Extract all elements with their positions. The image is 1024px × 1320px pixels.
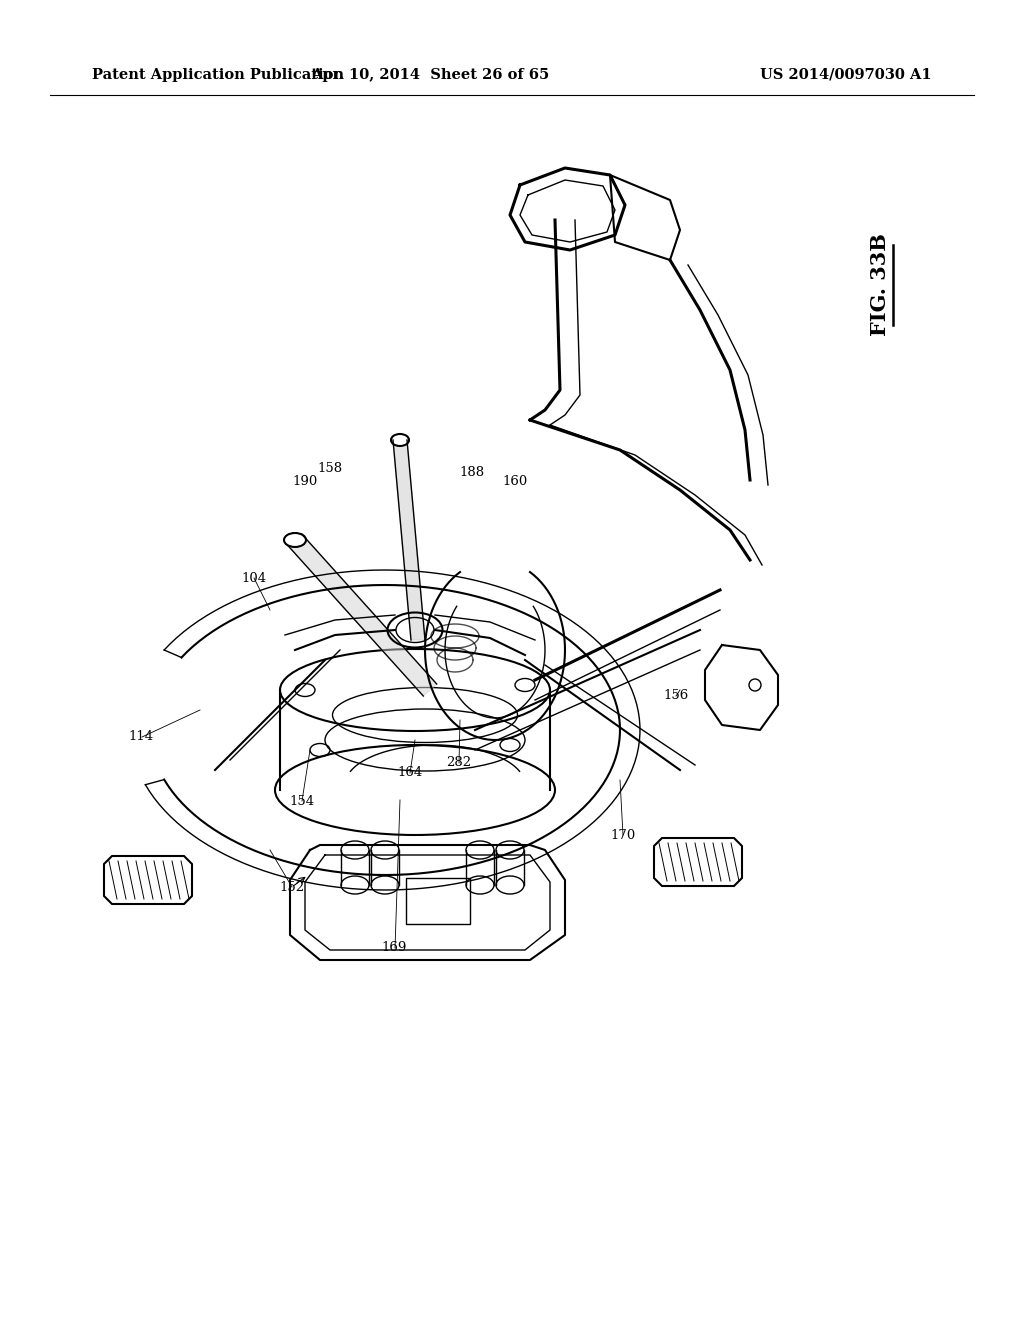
Ellipse shape [391,434,409,446]
Text: Apr. 10, 2014  Sheet 26 of 65: Apr. 10, 2014 Sheet 26 of 65 [311,69,549,82]
Text: 104: 104 [242,572,266,585]
Text: 114: 114 [129,730,154,743]
Text: 164: 164 [397,766,422,779]
Text: 282: 282 [446,756,471,770]
Ellipse shape [341,841,369,859]
Text: Patent Application Publication: Patent Application Publication [92,69,344,82]
Text: 169: 169 [382,941,407,954]
Polygon shape [289,535,436,696]
Ellipse shape [284,533,306,546]
Text: 190: 190 [293,475,317,488]
Text: 152: 152 [280,880,304,894]
Ellipse shape [496,841,524,859]
Text: 158: 158 [317,462,342,475]
Text: 156: 156 [664,689,688,702]
Text: 170: 170 [610,829,635,842]
Text: 154: 154 [290,795,314,808]
Polygon shape [393,440,425,640]
Text: FIG. 33B: FIG. 33B [870,234,890,337]
Ellipse shape [466,841,494,859]
Text: 160: 160 [503,475,527,488]
Text: US 2014/0097030 A1: US 2014/0097030 A1 [760,69,932,82]
Text: 188: 188 [460,466,484,479]
Ellipse shape [371,841,399,859]
